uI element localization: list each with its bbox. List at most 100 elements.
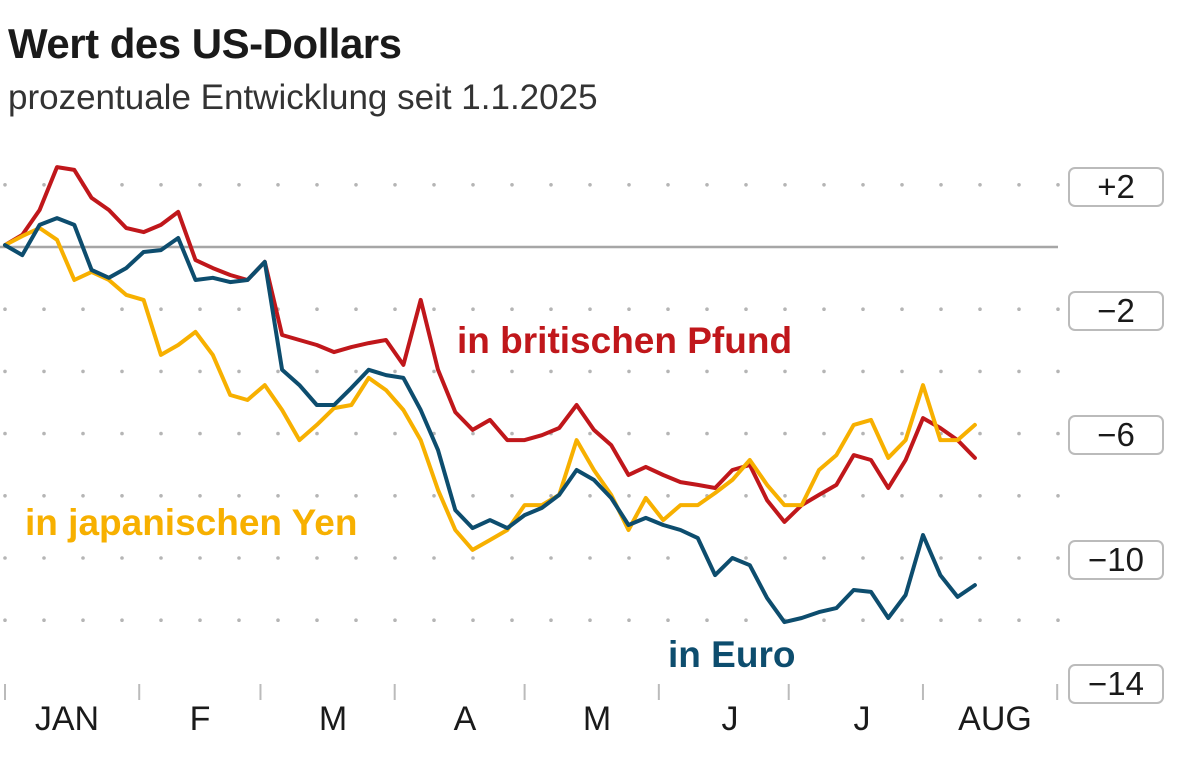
grid-dot [198,183,202,187]
series-line-gbp [3,165,977,524]
grid-dot [510,494,514,498]
grid-dot [549,494,553,498]
grid-dot [510,307,514,312]
grid-dot [120,369,124,374]
grid-dot [237,369,241,374]
grid-dot [159,618,163,622]
grid-dot [432,183,436,187]
x-tick-label: M [318,700,348,738]
grid-dot [276,494,280,498]
grid-dot [900,307,904,312]
grid-dot [159,183,163,187]
grid-dot [120,307,124,312]
grid-dot [198,431,202,436]
grid-dot [159,369,163,374]
x-tick-label: F [189,700,211,738]
grid-dot [198,369,202,374]
grid-dot [42,183,46,187]
grid-dot [315,307,319,312]
grid-dot [237,183,241,187]
grid-dot [900,431,904,436]
grid-dot [666,431,670,436]
grid-dot [354,618,358,622]
grid-dot [198,494,202,498]
grid-dot [81,369,85,374]
grid-dot [510,431,514,436]
grid-dot [315,556,319,560]
grid-dot [744,183,748,187]
grid-dot [939,307,943,312]
grid-dot [900,183,904,187]
grid-dot [1056,618,1060,622]
grid-dot [432,369,436,374]
x-tick-label: JAN [34,700,100,738]
grid-dot [744,618,748,622]
grid-dot [588,307,592,312]
grid-dot [510,369,514,374]
grid-dot [861,307,865,312]
grid-dot [627,556,631,560]
grid-dot [471,618,475,622]
y-tick-label: −2 [1068,291,1164,331]
grid-dot [471,369,475,374]
grid-dot [159,556,163,560]
grid-dot [861,183,865,187]
x-tick-label: J [853,700,871,738]
grid-dot [1056,183,1060,187]
grid-dot [276,556,280,560]
grid-dot [237,307,241,312]
grid-dot [1017,431,1021,436]
grid-dot [783,369,787,374]
grid-dot [120,618,124,622]
grid-dot [198,556,202,560]
grid-dot [588,183,592,187]
grid-dot [627,307,631,312]
grid-dot [705,369,709,374]
grid-dot [120,494,124,498]
grid-dot [471,431,475,436]
grid-dot [42,494,46,498]
grid-dot [159,431,163,436]
grid-dot [978,494,982,498]
chart-title: Wert des US-Dollars [8,20,402,67]
grid-dot [861,556,865,560]
grid-dot [120,183,124,187]
grid-dot [822,494,826,498]
grid-dot [588,431,592,436]
chart-subtitle: prozentuale Entwicklung seit 1.1.2025 [8,78,598,117]
grid-dot [627,431,631,436]
grid-dot [276,618,280,622]
series-label-eur: in Euro [668,634,796,675]
grid-dot [705,618,709,622]
grid-dot [549,369,553,374]
grid-dot [588,556,592,560]
x-tick-label: J [721,700,739,738]
grid-dot [900,618,904,622]
grid-dot [3,431,7,436]
x-tick-label: AUG [958,700,1032,738]
grid-dot [354,556,358,560]
grid-dot [237,494,241,498]
grid-dot [432,556,436,560]
grid-dot [822,556,826,560]
series-line-eur [3,216,977,625]
grid-dot [939,183,943,187]
grid-dot [3,618,7,622]
grid-dot [510,183,514,187]
grid-dot [744,307,748,312]
grid-dot [237,556,241,560]
grid-dot [1017,556,1021,560]
grid-dot [393,369,397,374]
grid-dot [900,369,904,374]
grid-dot [432,618,436,622]
grid-dot [1017,494,1021,498]
grid-dot [627,183,631,187]
grid-dot [315,431,319,436]
grid-dot [354,307,358,312]
grid-dot [939,618,943,622]
grid-dot [705,431,709,436]
grid-dot [822,431,826,436]
grid-dot [432,307,436,312]
grid-dot [978,369,982,374]
